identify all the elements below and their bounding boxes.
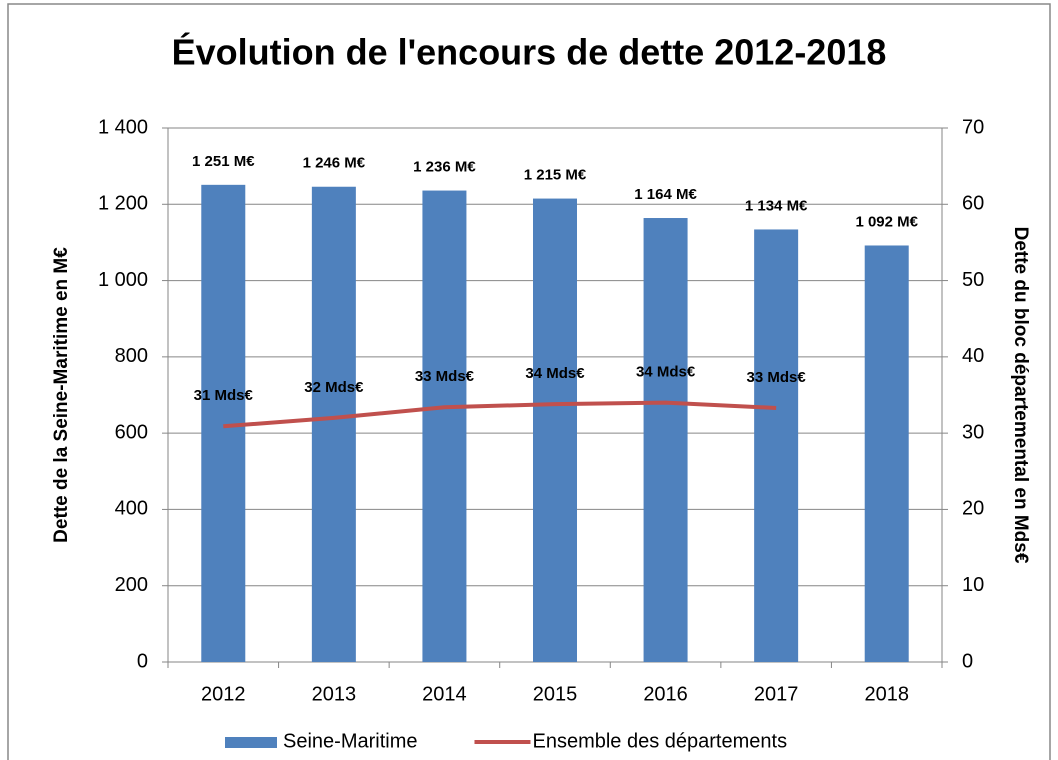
y-tick-label: 0: [137, 650, 148, 672]
x-tick-label: 2015: [533, 683, 578, 705]
x-tick-label: 2016: [643, 683, 688, 705]
legend-swatch: [225, 737, 277, 748]
data-label: 34 Mds€: [525, 365, 585, 382]
data-label: 33 Mds€: [415, 368, 475, 385]
data-label: 1 251 M€: [192, 153, 255, 170]
y2-axis-title: Dette du bloc départemental en Mds€: [1010, 227, 1031, 564]
y-tick-label: 200: [115, 574, 148, 596]
y2-tick-label: 50: [962, 269, 984, 291]
y2-tick-label: 20: [962, 498, 984, 520]
data-label: 34 Mds€: [636, 364, 696, 381]
y-tick-label: 400: [115, 498, 148, 520]
y2-tick-label: 0: [962, 650, 973, 672]
bar: [533, 198, 577, 663]
y2-tick-label: 10: [962, 574, 984, 596]
y2-tick-label: 60: [962, 193, 984, 215]
chart-title: Évolution de l'encours de dette 2012-201…: [172, 32, 887, 73]
y2-tick-label: 30: [962, 421, 984, 443]
y-axis-title: Dette de la Seine-Maritime en M€: [51, 247, 72, 543]
data-label: 31 Mds€: [194, 387, 254, 404]
x-tick-label: 2014: [422, 683, 467, 705]
data-label: 1 164 M€: [634, 186, 697, 203]
x-tick-label: 2018: [864, 683, 909, 705]
data-label: 1 092 M€: [855, 213, 918, 230]
x-tick-label: 2013: [312, 683, 357, 705]
y-tick-label: 1 400: [98, 116, 148, 138]
data-label: 1 246 M€: [303, 155, 366, 172]
y-tick-label: 800: [115, 345, 148, 367]
y-tick-label: 600: [115, 421, 148, 443]
legend-label: Ensemble des départements: [532, 730, 787, 752]
line: [223, 400, 777, 429]
y2-tick-label: 70: [962, 116, 984, 138]
data-label: 1 236 M€: [413, 159, 476, 176]
data-label: 33 Mds€: [747, 369, 807, 386]
y2-tick-label: 40: [962, 345, 984, 367]
data-label: 32 Mds€: [304, 379, 364, 396]
legend-label: Seine-Maritime: [283, 730, 417, 752]
x-tick-label: 2017: [754, 683, 799, 705]
data-label: 1 215 M€: [524, 167, 587, 184]
bar: [422, 190, 467, 662]
bar: [754, 229, 799, 662]
y-tick-label: 1 000: [98, 269, 148, 291]
data-label: 1 134 M€: [745, 197, 808, 214]
x-tick-label: 2012: [201, 683, 246, 705]
bar: [643, 218, 688, 662]
bar: [864, 245, 909, 663]
bar: [311, 186, 356, 663]
y-tick-label: 1 200: [98, 193, 148, 215]
